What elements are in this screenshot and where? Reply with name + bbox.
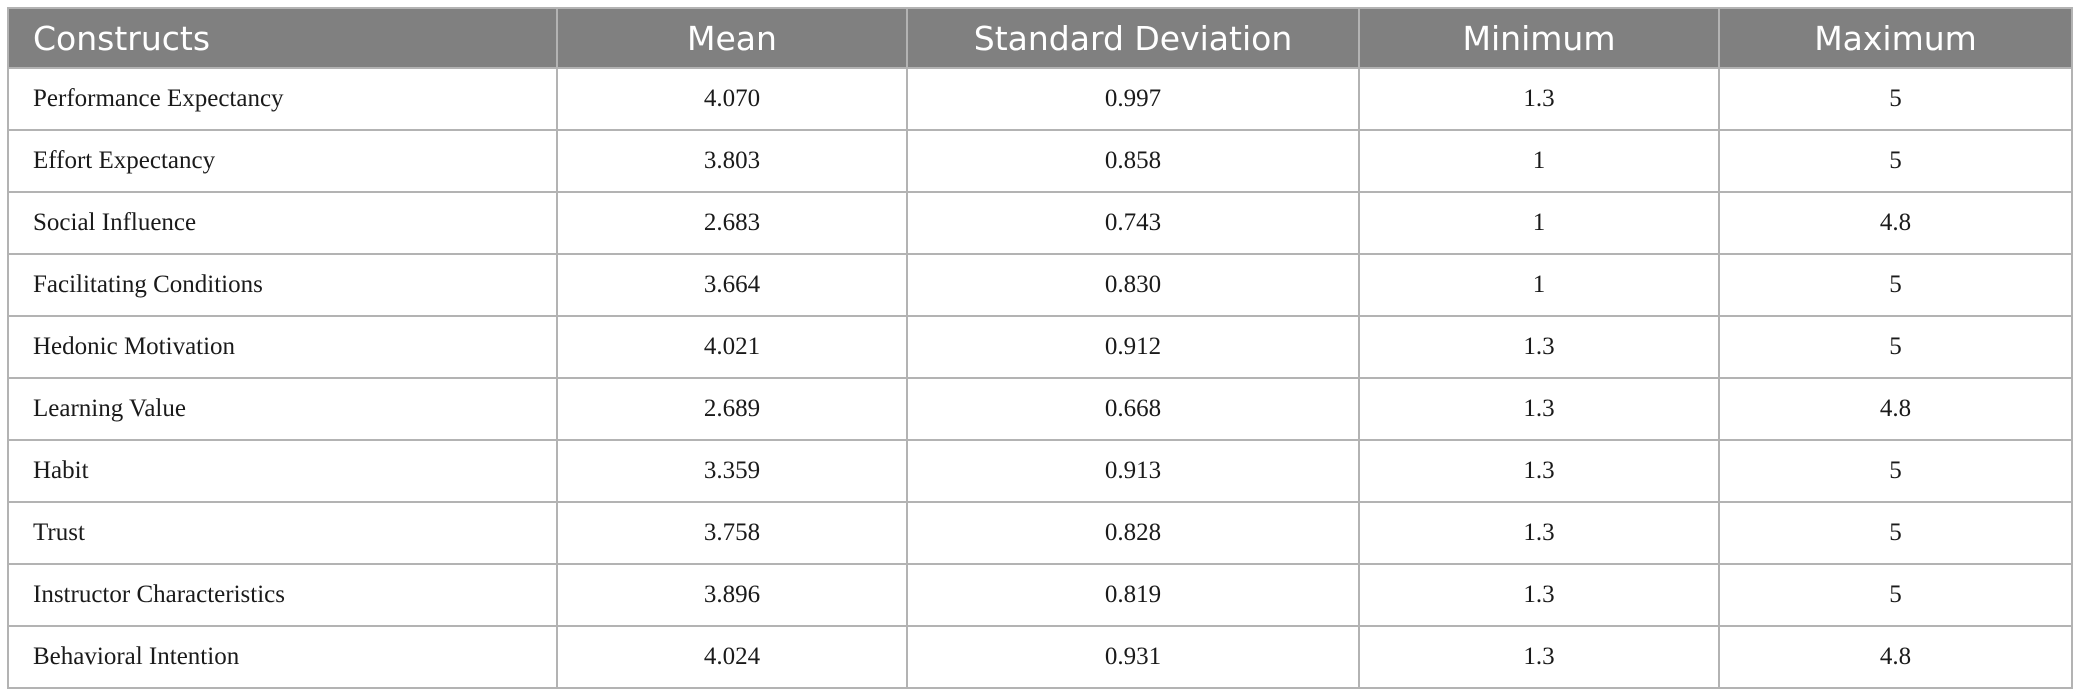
value-cell: 4.8: [1718, 625, 2073, 689]
value-cell: 0.668: [906, 377, 1360, 441]
header-cell: Mean: [556, 7, 908, 69]
value-cell: 0.931: [906, 625, 1360, 689]
construct-cell: Performance Expectancy: [7, 67, 558, 131]
value-cell: 5: [1718, 129, 2073, 193]
value-cell: 3.664: [556, 253, 908, 317]
statistics-table: Constructs Mean Standard Deviation Minimum M…: [7, 7, 2073, 689]
table-row: Performance Expectancy 4.070 0.997 1.3 5: [7, 67, 2073, 131]
header-cell: Standard Deviation: [906, 7, 1360, 69]
value-cell: 2.683: [556, 191, 908, 255]
value-cell: 5: [1718, 315, 2073, 379]
construct-cell: Social Influence: [7, 191, 558, 255]
construct-cell: Hedonic Motivation: [7, 315, 558, 379]
value-cell: 1.3: [1358, 439, 1720, 503]
header-cell: Constructs: [7, 7, 558, 69]
construct-cell: Trust: [7, 501, 558, 565]
value-cell: 3.359: [556, 439, 908, 503]
value-cell: 1.3: [1358, 625, 1720, 689]
table-row: Effort Expectancy 3.803 0.858 1 5: [7, 129, 2073, 193]
value-cell: 4.070: [556, 67, 908, 131]
value-cell: 1.3: [1358, 67, 1720, 131]
value-cell: 2.689: [556, 377, 908, 441]
value-cell: 3.758: [556, 501, 908, 565]
header-cell: Minimum: [1358, 7, 1720, 69]
value-cell: 0.743: [906, 191, 1360, 255]
table-row: Learning Value 2.689 0.668 1.3 4.8: [7, 377, 2073, 441]
value-cell: 0.858: [906, 129, 1360, 193]
value-cell: 4.8: [1718, 377, 2073, 441]
table-row: Facilitating Conditions 3.664 0.830 1 5: [7, 253, 2073, 317]
construct-cell: Facilitating Conditions: [7, 253, 558, 317]
value-cell: 3.896: [556, 563, 908, 627]
value-cell: 4.024: [556, 625, 908, 689]
value-cell: 4.021: [556, 315, 908, 379]
value-cell: 3.803: [556, 129, 908, 193]
value-cell: 1.3: [1358, 501, 1720, 565]
value-cell: 1.3: [1358, 315, 1720, 379]
table-row: Social Influence 2.683 0.743 1 4.8: [7, 191, 2073, 255]
value-cell: 1.3: [1358, 563, 1720, 627]
value-cell: 1.3: [1358, 377, 1720, 441]
table-row: Behavioral Intention 4.024 0.931 1.3 4.8: [7, 625, 2073, 689]
value-cell: 1: [1358, 253, 1720, 317]
table-header: Constructs Mean Standard Deviation Minimum M…: [7, 7, 2073, 69]
value-cell: 0.830: [906, 253, 1360, 317]
construct-cell: Effort Expectancy: [7, 129, 558, 193]
value-cell: 0.997: [906, 67, 1360, 131]
header-cell: Maximum: [1718, 7, 2073, 69]
table-row: Habit 3.359 0.913 1.3 5: [7, 439, 2073, 503]
table-body: Performance Expectancy 4.070 0.997 1.3 5 Effo…: [7, 67, 2073, 689]
value-cell: 5: [1718, 253, 2073, 317]
value-cell: 5: [1718, 67, 2073, 131]
value-cell: 0.819: [906, 563, 1360, 627]
value-cell: 0.912: [906, 315, 1360, 379]
construct-cell: Instructor Characteristics: [7, 563, 558, 627]
construct-cell: Behavioral Intention: [7, 625, 558, 689]
value-cell: 1: [1358, 129, 1720, 193]
value-cell: 0.828: [906, 501, 1360, 565]
table-row: Trust 3.758 0.828 1.3 5: [7, 501, 2073, 565]
construct-cell: Habit: [7, 439, 558, 503]
value-cell: 5: [1718, 563, 2073, 627]
value-cell: 1: [1358, 191, 1720, 255]
value-cell: 5: [1718, 501, 2073, 565]
table-row: Instructor Characteristics 3.896 0.819 1.3 5: [7, 563, 2073, 627]
table-row: Hedonic Motivation 4.021 0.912 1.3 5: [7, 315, 2073, 379]
value-cell: 5: [1718, 439, 2073, 503]
header-row: Constructs Mean Standard Deviation Minimum M…: [7, 7, 2073, 69]
construct-cell: Learning Value: [7, 377, 558, 441]
value-cell: 4.8: [1718, 191, 2073, 255]
value-cell: 0.913: [906, 439, 1360, 503]
